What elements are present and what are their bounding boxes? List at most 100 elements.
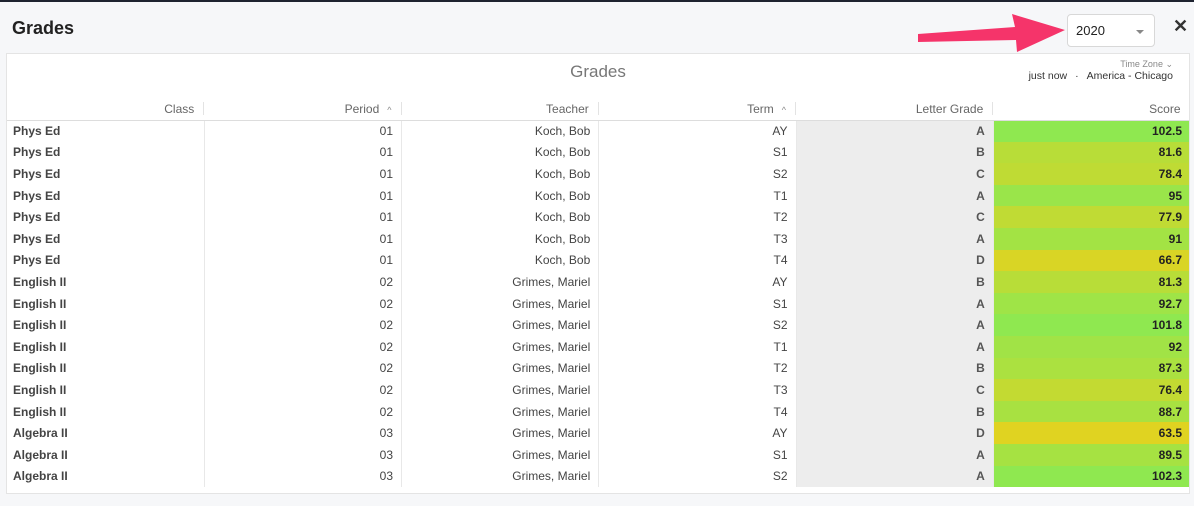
letter-grade-cell: A — [796, 314, 994, 336]
score-cell: 92.7 — [993, 292, 1189, 315]
column-label: Period — [344, 101, 380, 116]
table-row: Phys Ed 01 Koch, Bob S1 B 81.6 — [7, 141, 1189, 164]
table-row: English II 02 Grimes, Mariel AY B 81.3 — [7, 271, 1189, 293]
teacher-cell: Grimes, Mariel — [401, 400, 600, 423]
period-cell: 01 — [204, 120, 403, 142]
class-cell: English II — [7, 400, 205, 423]
class-cell: Phys Ed — [7, 163, 205, 185]
table-row: Phys Ed 01 Koch, Bob T4 D 66.7 — [7, 249, 1189, 272]
teacher-cell: Grimes, Mariel — [401, 314, 600, 336]
sort-ascending-icon[interactable]: ^ — [387, 104, 392, 115]
score-cell: 77.9 — [993, 206, 1189, 228]
column-divider — [400, 102, 402, 115]
score-cell: 87.3 — [993, 357, 1189, 380]
table-row: English II 02 Grimes, Mariel T4 B 88.7 — [7, 400, 1189, 423]
column-label: Term — [747, 101, 774, 116]
term-cell: S2 — [598, 163, 797, 185]
teacher-cell: Grimes, Mariel — [401, 335, 600, 358]
class-cell: Algebra II — [7, 443, 205, 466]
teacher-cell: Koch, Bob — [401, 249, 600, 272]
chevron-down-icon — [1136, 30, 1144, 34]
table-row: Phys Ed 01 Koch, Bob S2 C 78.4 — [7, 163, 1189, 185]
sort-ascending-icon[interactable]: ^ — [781, 104, 786, 115]
letter-grade-cell: B — [796, 141, 994, 164]
teacher-cell: Grimes, Mariel — [401, 443, 600, 466]
score-cell: 89.5 — [993, 443, 1189, 466]
annotation-arrow-icon — [918, 14, 1065, 52]
class-cell: Phys Ed — [7, 120, 205, 142]
score-cell: 102.3 — [993, 465, 1189, 488]
term-cell: T1 — [598, 184, 797, 207]
letter-grade-cell: B — [796, 271, 994, 293]
table-row: English II 02 Grimes, Mariel S2 A 101.8 — [7, 314, 1189, 336]
letter-grade-cell: A — [796, 184, 994, 207]
column-header-letter-grade[interactable]: Letter Grade — [796, 98, 994, 121]
term-cell: T2 — [598, 206, 797, 228]
teacher-cell: Koch, Bob — [401, 120, 600, 142]
teacher-cell: Grimes, Mariel — [401, 271, 600, 293]
column-header-teacher[interactable]: Teacher — [401, 98, 599, 121]
letter-grade-cell: B — [796, 400, 994, 423]
letter-grade-cell: A — [796, 335, 994, 358]
table-row: Phys Ed 01 Koch, Bob T1 A 95 — [7, 184, 1189, 207]
letter-grade-cell: A — [796, 443, 994, 466]
column-header-term[interactable]: Term ^ — [598, 98, 796, 121]
period-cell: 02 — [204, 357, 403, 380]
score-cell: 81.3 — [993, 271, 1189, 293]
term-cell: T4 — [598, 249, 797, 272]
period-cell: 02 — [204, 335, 403, 358]
close-button[interactable]: ✕ — [1173, 16, 1189, 36]
term-cell: T1 — [598, 335, 797, 358]
table-row: Phys Ed 01 Koch, Bob T2 C 77.9 — [7, 206, 1189, 228]
term-cell: T3 — [598, 227, 797, 250]
score-cell: 66.7 — [993, 249, 1189, 272]
time-zone-dropdown[interactable]: Time Zone ⌄ — [1120, 59, 1173, 69]
teacher-cell: Koch, Bob — [401, 227, 600, 250]
column-header-class[interactable]: Class — [7, 98, 205, 121]
table-row: Algebra II 03 Grimes, Mariel AY D 63.5 — [7, 422, 1189, 444]
table-row: English II 02 Grimes, Mariel S1 A 92.7 — [7, 292, 1189, 315]
column-divider — [203, 102, 205, 115]
column-divider — [795, 102, 796, 115]
period-cell: 02 — [204, 400, 403, 423]
column-divider — [992, 102, 994, 115]
update-info: just now · America - Chicago — [1021, 70, 1173, 82]
letter-grade-cell: C — [796, 163, 994, 185]
class-cell: Algebra II — [7, 465, 205, 488]
class-cell: English II — [7, 292, 205, 315]
column-label: Score — [1149, 101, 1181, 116]
period-cell: 02 — [204, 314, 403, 336]
period-cell: 01 — [204, 227, 403, 250]
teacher-cell: Koch, Bob — [401, 141, 600, 164]
table-row: English II 02 Grimes, Mariel T1 A 92 — [7, 335, 1189, 358]
period-cell: 03 — [204, 422, 403, 444]
period-cell: 02 — [204, 271, 403, 293]
letter-grade-cell: D — [796, 249, 994, 272]
score-cell: 63.5 — [993, 422, 1189, 444]
column-divider — [597, 102, 599, 115]
class-cell: English II — [7, 357, 205, 380]
page-title: Grades — [12, 18, 75, 38]
term-cell: S1 — [598, 141, 797, 164]
score-cell: 95 — [993, 184, 1189, 207]
term-cell: S1 — [598, 443, 797, 466]
column-header-period[interactable]: Period ^ — [204, 98, 402, 121]
period-cell: 02 — [204, 292, 403, 315]
class-cell: English II — [7, 379, 205, 401]
class-cell: Phys Ed — [7, 184, 205, 207]
class-cell: Phys Ed — [7, 249, 205, 272]
letter-grade-cell: D — [796, 422, 994, 444]
period-cell: 03 — [204, 443, 403, 466]
term-cell: AY — [598, 422, 797, 444]
class-cell: English II — [7, 335, 205, 358]
score-cell: 88.7 — [993, 400, 1189, 423]
teacher-cell: Koch, Bob — [401, 206, 600, 228]
term-cell: AY — [598, 120, 797, 142]
term-cell: AY — [598, 271, 797, 293]
year-select[interactable]: 2020 — [1067, 14, 1155, 47]
column-header-score[interactable]: Score — [993, 98, 1189, 121]
separator: · — [1075, 70, 1079, 82]
period-cell: 01 — [204, 141, 403, 164]
letter-grade-cell: C — [796, 379, 994, 401]
column-label: Teacher — [546, 101, 589, 116]
